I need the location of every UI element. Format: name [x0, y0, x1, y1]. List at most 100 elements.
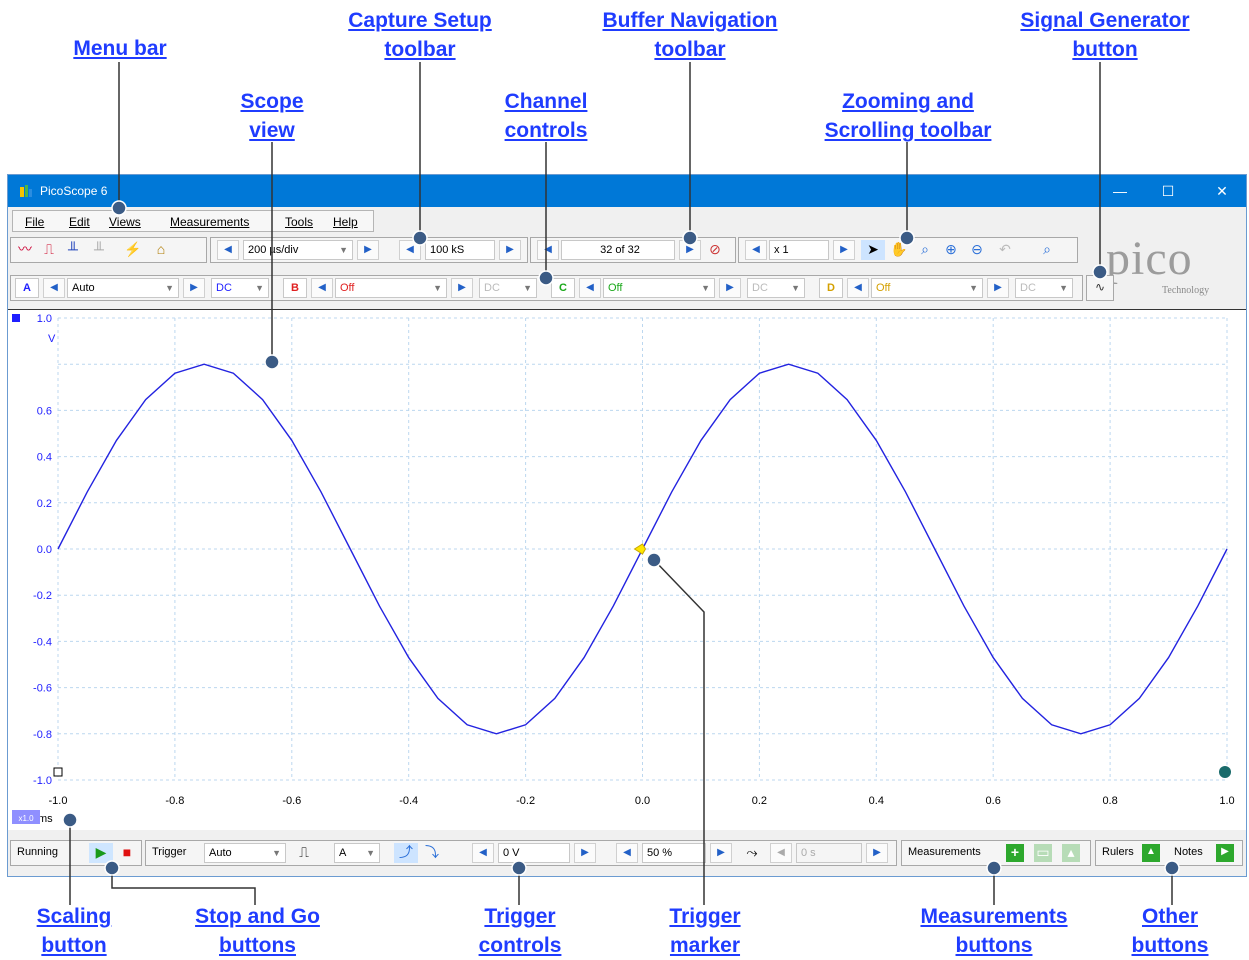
threshold-increase-button[interactable]: ▶ — [574, 843, 596, 863]
callout-scaling: Scaling button — [24, 902, 124, 960]
home-icon[interactable]: ⌂ — [149, 240, 173, 260]
x-tick-label: -1.0 — [49, 795, 68, 807]
timebase-decrease-button[interactable]: ◀ — [217, 240, 239, 260]
samples-select[interactable]: 100 kS — [425, 240, 495, 260]
notes-toggle-icon[interactable]: ▶ — [1216, 844, 1234, 862]
samples-decrease-button[interactable]: ◀ — [399, 240, 421, 260]
channel-c-coupling-value: DC — [752, 282, 768, 294]
buffer-position-field[interactable]: 32 of 32 — [561, 240, 675, 260]
zoom-increase-button[interactable]: ▶ — [833, 240, 855, 260]
hand-tool-icon[interactable]: ✋ — [887, 240, 911, 260]
timebase-increase-button[interactable]: ▶ — [357, 240, 379, 260]
zoom-window-icon[interactable]: ⌕ — [913, 240, 937, 260]
pointer-tool-icon[interactable]: ➤ — [861, 240, 885, 260]
pretrigger-field[interactable]: 50 % — [642, 843, 706, 863]
pretrigger-decrease-button[interactable]: ◀ — [616, 843, 638, 863]
channel-c-button[interactable]: C — [551, 278, 575, 298]
notes-label: Notes — [1174, 843, 1203, 863]
menu-help[interactable]: Help — [333, 215, 358, 229]
delay-value: 0 s — [801, 847, 816, 859]
trigger-marker[interactable] — [635, 544, 646, 554]
channel-b-range-increase-button[interactable]: ▶ — [451, 278, 473, 298]
callout-line: Capture Setup — [320, 6, 520, 35]
channel-c-range-decrease-button[interactable]: ◀ — [579, 278, 601, 298]
channel-d-button[interactable]: D — [819, 278, 843, 298]
falling-edge-icon[interactable]: ⤵ — [420, 843, 444, 863]
callout-line: Trigger — [465, 902, 575, 931]
stop-button[interactable]: ■ — [115, 843, 139, 863]
minimize-button[interactable]: — — [1098, 179, 1142, 203]
zoom-in-icon[interactable]: ⊕ — [939, 240, 963, 260]
pico-logo-wordmark: pico — [1106, 231, 1193, 286]
callout-line: controls — [486, 116, 606, 145]
buffer-overview-icon[interactable]: ⊘ — [703, 240, 727, 260]
callout-line: view — [222, 116, 322, 145]
samples-increase-button[interactable]: ▶ — [499, 240, 521, 260]
channel-d-range-decrease-button[interactable]: ◀ — [847, 278, 869, 298]
trigger-channel-select[interactable]: A▼ — [334, 843, 380, 863]
callout-other-buttons: Other buttons — [1120, 902, 1220, 960]
menu-views[interactable]: Views — [109, 215, 141, 229]
buffer-next-button[interactable]: ▶ — [679, 240, 701, 260]
add-measurement-button[interactable]: + — [1006, 844, 1024, 862]
post-trigger-delay-icon[interactable]: ⤳ — [740, 843, 764, 863]
zoom-decrease-button[interactable]: ◀ — [745, 240, 767, 260]
channel-c-range-select[interactable]: Off▼ — [603, 278, 715, 298]
rulers-toggle-icon[interactable]: ▲ — [1142, 844, 1160, 862]
auto-setup-icon[interactable]: ⚡ — [121, 240, 145, 260]
channel-a-range-decrease-button[interactable]: ◀ — [43, 278, 65, 298]
menu-tools[interactable]: Tools — [285, 215, 313, 229]
channel-controls-toolbar: A◀Auto▼▶DC▼B◀Off▼▶DC▼C◀Off▼▶DC▼D◀Off▼▶DC… — [10, 275, 1083, 301]
channel-b-button[interactable]: B — [283, 278, 307, 298]
channel-d-range-select[interactable]: Off▼ — [871, 278, 983, 298]
trigger-threshold-value: 0 V — [503, 847, 520, 859]
y-tick-label: 1.0 — [37, 313, 52, 325]
x-tick-label: 0.8 — [1102, 795, 1117, 807]
persistence-mode-icon[interactable]: ⎍ — [37, 240, 61, 260]
window-title: PicoScope 6 — [40, 184, 107, 198]
undo-zoom-icon: ↶ — [993, 240, 1017, 260]
channel-b-range-decrease-button[interactable]: ◀ — [311, 278, 333, 298]
pretrigger-value: 50 % — [647, 847, 672, 859]
menu-file[interactable]: File — [25, 215, 44, 229]
menu-measurements[interactable]: Measurements — [170, 215, 249, 229]
x-tick-label: -0.4 — [399, 795, 418, 807]
channel-c-range-increase-button[interactable]: ▶ — [719, 278, 741, 298]
menu-edit[interactable]: Edit — [69, 215, 90, 229]
channel-d-range-increase-button[interactable]: ▶ — [987, 278, 1009, 298]
trigger-toolbar: Trigger Auto▼ ⎍ A▼ ⤴ ⤵ ◀ 0 V ▶ ◀ 50 % ▶ … — [145, 840, 897, 866]
pretrigger-increase-button[interactable]: ▶ — [710, 843, 732, 863]
buffer-previous-button[interactable]: ◀ — [537, 240, 559, 260]
callout-trigger-marker: Trigger marker — [650, 902, 760, 960]
x-tick-label: 0.6 — [986, 795, 1001, 807]
maximize-button[interactable]: ☐ — [1146, 179, 1190, 203]
trigger-threshold-field[interactable]: 0 V — [498, 843, 570, 863]
channel-b-range-select[interactable]: Off▼ — [335, 278, 447, 298]
advanced-trigger-icon[interactable]: ⎍ — [292, 843, 316, 863]
zoom-to-fit-icon[interactable]: ⌕ — [1035, 240, 1059, 260]
callout-line: toolbar — [320, 35, 520, 64]
callout-measurements-buttons: Measurements buttons — [900, 902, 1088, 960]
scope-chart[interactable]: 1.00.60.40.20.0-0.2-0.4-0.6-0.8-1.0V-1.0… — [8, 310, 1246, 830]
rising-edge-icon[interactable]: ⤴ — [394, 843, 418, 863]
zoom-factor-field[interactable]: x 1 — [769, 240, 829, 260]
callout-line: Stop and Go — [180, 902, 335, 931]
signal-generator-button[interactable]: ∿ — [1088, 278, 1112, 298]
spectrum-mode-icon[interactable]: ╨ — [61, 240, 85, 260]
threshold-decrease-button[interactable]: ◀ — [472, 843, 494, 863]
channel-a-range-increase-button[interactable]: ▶ — [183, 278, 205, 298]
timebase-select[interactable]: 200 µs/div▼ — [243, 240, 353, 260]
zoom-out-icon[interactable]: ⊖ — [965, 240, 989, 260]
scope-mode-icon[interactable]: 〰 — [13, 240, 37, 260]
callout-line: Other — [1120, 902, 1220, 931]
trigger-mode-select[interactable]: Auto▼ — [204, 843, 286, 863]
channel-a-coupling-select[interactable]: DC▼ — [211, 278, 269, 298]
close-button[interactable]: ✕ — [1200, 179, 1244, 203]
channel-a-range-select[interactable]: Auto▼ — [67, 278, 179, 298]
go-button[interactable]: ▶ — [89, 843, 113, 863]
channel-c-coupling-select: DC▼ — [747, 278, 805, 298]
channel-a-button[interactable]: A — [15, 278, 39, 298]
y-tick-label: 0.0 — [37, 544, 52, 556]
y-tick-label: 0.4 — [37, 452, 52, 464]
